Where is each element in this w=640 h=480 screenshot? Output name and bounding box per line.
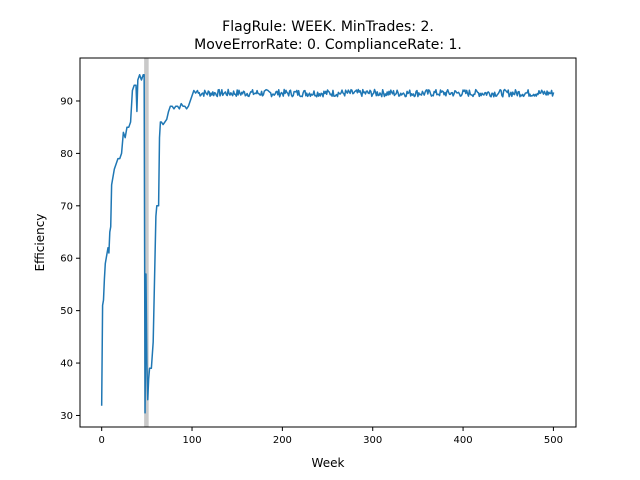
x-axis-label: Week [312,456,345,470]
chart-title-line2: MoveErrorRate: 0. ComplianceRate: 1. [194,37,462,53]
x-tick-label: 500 [544,435,563,446]
y-tick-label: 60 [60,254,73,265]
shaded-band-layer [144,58,149,427]
y-axis-ticks: 30 40 50 60 70 80 90 [60,96,80,422]
y-tick-label: 40 [60,359,73,370]
y-tick-label: 70 [60,201,73,212]
chart-title-line1: FlagRule: WEEK. MinTrades: 2. [222,19,434,35]
x-axis-ticks: 0 100 200 300 400 500 [98,427,563,446]
axes-frame [79,57,577,428]
y-tick-label: 30 [60,411,73,422]
x-tick-label: 0 [98,435,104,446]
x-tick-label: 300 [363,435,382,446]
y-tick-label: 50 [60,306,73,317]
x-tick-label: 400 [454,435,473,446]
y-axis-label: Efficiency [33,214,47,272]
x-tick-label: 200 [273,435,292,446]
series-line-0 [100,74,555,414]
plot-area [79,57,577,428]
y-tick-label: 90 [60,96,73,107]
x-tick-label: 100 [182,435,201,446]
shaded-band [144,58,149,427]
series-line-layer [100,74,555,414]
y-tick-label: 80 [60,149,73,160]
